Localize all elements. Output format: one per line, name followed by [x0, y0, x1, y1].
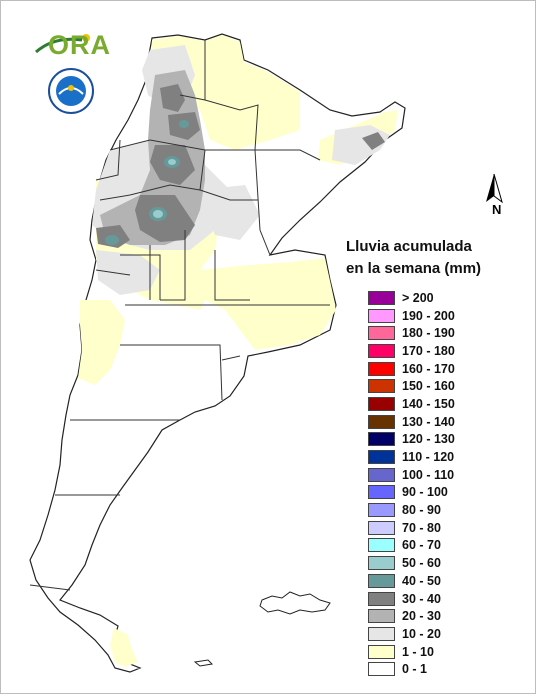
legend-row: 1 - 10: [368, 643, 455, 661]
legend-row: 90 - 100: [368, 484, 455, 502]
legend-title: Lluvia acumulada en la semana (mm): [346, 236, 526, 280]
legend-label: 80 - 90: [402, 503, 441, 518]
legend-label: 180 - 190: [402, 326, 455, 341]
legend-label: 110 - 120: [402, 450, 455, 465]
legend-row: 190 - 200: [368, 307, 455, 325]
legend-title-line2: en la semana (mm): [346, 260, 482, 277]
legend-row: 50 - 60: [368, 554, 455, 572]
legend-row: 130 - 140: [368, 413, 455, 431]
legend-label: 50 - 60: [402, 556, 441, 571]
legend-swatch: [368, 485, 395, 500]
legend-row: 10 - 20: [368, 625, 455, 643]
legend-label: 130 - 140: [402, 414, 455, 429]
legend-swatch: [368, 626, 395, 641]
legend-swatch: [368, 326, 395, 341]
legend-swatch: [368, 396, 395, 411]
legend-row: 30 - 40: [368, 590, 455, 608]
legend-label: 0 - 1: [402, 662, 428, 677]
legend-row: 160 - 170: [368, 360, 455, 378]
legend-row: 40 - 50: [368, 572, 455, 590]
legend-row: 20 - 30: [368, 607, 455, 625]
legend-row: 70 - 80: [368, 519, 455, 537]
legend-swatch: [368, 414, 395, 429]
legend-swatch: [368, 432, 395, 447]
legend-swatch: [368, 308, 395, 323]
legend-row: 80 - 90: [368, 501, 455, 519]
legend-row: 170 - 180: [368, 342, 455, 360]
legend-label: 160 - 170: [402, 361, 455, 376]
legend-label: 1 - 10: [402, 644, 434, 659]
legend-title-line1: Lluvia acumulada: [346, 238, 472, 255]
legend-row: 60 - 70: [368, 537, 455, 555]
legend-row: 0 - 1: [368, 660, 455, 678]
north-arrow: N: [480, 172, 516, 224]
legend-row: > 200: [368, 289, 455, 307]
legend-swatch: [368, 644, 395, 659]
legend-swatch: [368, 556, 395, 571]
legend-swatch: [368, 573, 395, 588]
legend-label: 100 - 110: [402, 467, 455, 482]
legend-swatch: [368, 379, 395, 394]
legend-label: > 200: [402, 290, 434, 305]
legend-label: 10 - 20: [402, 626, 441, 641]
legend-swatch: [368, 538, 395, 553]
legend-row: 150 - 160: [368, 377, 455, 395]
legend-swatch: [368, 520, 395, 535]
isla-de-los-estados: [193, 659, 214, 667]
legend-label: 120 - 130: [402, 432, 455, 447]
legend-label: 90 - 100: [402, 485, 448, 500]
legend-label: 170 - 180: [402, 343, 455, 358]
legend-label: 30 - 40: [402, 591, 441, 606]
legend-swatch: [368, 290, 395, 305]
legend-label: 140 - 150: [402, 396, 455, 411]
malvinas-islands: [259, 591, 331, 615]
legend-row: 110 - 120: [368, 448, 455, 466]
legend-swatch: [368, 662, 395, 677]
legend-swatch: [368, 467, 395, 482]
legend-row: 140 - 150: [368, 395, 455, 413]
legend-label: 20 - 30: [402, 609, 441, 624]
rain-zone-40-60: [105, 120, 189, 245]
legend-swatch: [368, 450, 395, 465]
legend-swatch: [368, 361, 395, 376]
legend-label: 190 - 200: [402, 308, 455, 323]
smn-logo: [48, 68, 94, 114]
legend-row: 180 - 190: [368, 324, 455, 342]
north-label: N: [492, 202, 502, 217]
legend-swatch: [368, 591, 395, 606]
legend-swatch: [368, 503, 395, 518]
legend-row: 120 - 130: [368, 431, 455, 449]
north-arrow-icon: [486, 173, 503, 204]
legend-swatch: [368, 609, 395, 624]
legend-label: 40 - 50: [402, 573, 441, 588]
legend-swatch: [368, 343, 395, 358]
province-boundaries: [29, 40, 330, 591]
legend-label: 150 - 160: [402, 379, 455, 394]
ora-logo: ORA: [34, 30, 110, 60]
legend: > 200 190 - 200 180 - 190 170 - 180 160 - 17…: [368, 289, 455, 678]
ora-logo-text: ORA: [48, 30, 111, 60]
ora-logo-swoosh: [35, 34, 90, 54]
legend-label: 60 - 70: [402, 538, 441, 553]
legend-label: 70 - 80: [402, 520, 441, 535]
legend-row: 100 - 110: [368, 466, 455, 484]
